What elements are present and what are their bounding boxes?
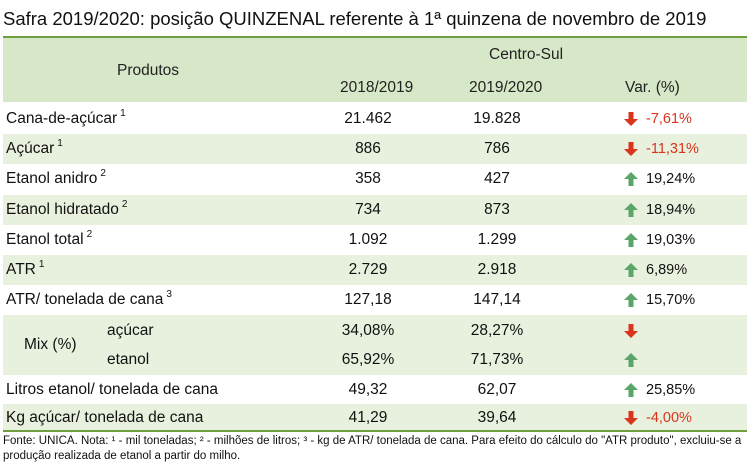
header-region: Centro-Sul <box>489 46 564 63</box>
row-label-text: Etanol total <box>6 230 84 248</box>
row-footnote-marker: 1 <box>57 138 63 150</box>
arrow-up-icon <box>623 262 639 278</box>
row-label: ATR/ tonelada de cana 3 <box>6 289 172 309</box>
table-row: ATR 1 2.729 2.918 6,89% <box>3 255 747 286</box>
value-2019-2020: 147,14 <box>473 291 521 309</box>
value-2018-2019: 886 <box>355 140 381 158</box>
table-row: Kg açúcar/ tonelada de cana 41,29 39,64 -4,… <box>3 403 747 433</box>
arrow-down-icon <box>623 323 639 339</box>
value-2019-2020: 1.299 <box>477 230 517 248</box>
table-row: Litros etanol/ tonelada de cana 49,32 62,0… <box>3 375 747 404</box>
row-label-text: Kg açúcar/ tonelada de cana <box>6 409 204 427</box>
row-label-text: Cana-de-açúcar <box>6 110 118 128</box>
row-label: Litros etanol/ tonelada de cana <box>6 381 218 399</box>
report-title: Safra 2019/2020: posição QUINZENAL refer… <box>3 8 707 29</box>
row-footnote-marker: 1 <box>38 259 45 271</box>
arrow-up-icon <box>623 171 639 187</box>
table-row: ATR/ tonelada de cana 3 127,18 147,14 15,70% <box>3 285 747 316</box>
mix-row: Mix (%) açúcar 34,08% 28,27% etanol 65,92% 71,… <box>3 315 747 376</box>
variation-value: 6,89% <box>646 262 688 279</box>
variation-value: -11,31% <box>646 141 699 158</box>
mix-sub-label-acucar: açúcar <box>107 322 154 340</box>
mix-sub-label-etanol: etanol <box>107 351 150 369</box>
value-2019-2020: 39,64 <box>477 409 517 427</box>
header-col-2018-2019: 2018/2019 <box>340 79 414 96</box>
footnote: Fonte: UNICA. Nota: ¹ - mil toneladas; ²… <box>3 435 742 462</box>
mix-acucar-2019-2020: 28,27% <box>470 322 524 340</box>
table-row: Etanol total 2 1.092 1.299 19,03% <box>3 224 747 255</box>
row-footnote-marker: 2 <box>86 228 93 240</box>
mix-label: Mix (%) <box>24 336 77 354</box>
arrow-up-icon <box>623 292 639 308</box>
value-2019-2020: 786 <box>484 140 510 158</box>
table-row: Cana-de-açúcar 1 21.462 19.828 -7,61% <box>3 104 747 135</box>
row-label-text: Etanol anidro <box>6 170 98 188</box>
row-label-text: ATR <box>6 261 36 279</box>
row-footnote-marker: 1 <box>120 108 126 120</box>
row-label: Cana-de-açúcar 1 <box>6 108 126 128</box>
value-2019-2020: 427 <box>484 170 510 188</box>
row-label: ATR 1 <box>6 259 45 279</box>
variation-value: 25,85% <box>646 381 696 398</box>
value-2019-2020: 873 <box>484 200 510 218</box>
mix-acucar-2018-2019: 34,08% <box>341 322 395 340</box>
variation-value: -7,61% <box>646 111 692 128</box>
row-label-text: ATR/ tonelada de cana <box>6 291 164 309</box>
arrow-down-icon <box>623 141 639 157</box>
value-2018-2019: 41,29 <box>348 409 388 427</box>
arrow-up-icon <box>623 352 639 368</box>
row-label: Açúcar 1 <box>6 138 63 158</box>
variation-value: -4,00% <box>646 410 692 427</box>
row-label: Etanol anidro 2 <box>6 168 106 188</box>
row-divider <box>3 432 747 435</box>
row-label-text: Litros etanol/ tonelada de cana <box>6 380 218 398</box>
arrow-down-icon <box>623 111 639 127</box>
row-label: Etanol total 2 <box>6 228 93 249</box>
value-2018-2019: 2.729 <box>348 261 388 279</box>
value-2019-2020: 19.828 <box>473 110 521 128</box>
mix-etanol-2019-2020: 71,73% <box>470 351 524 369</box>
row-label-text: Etanol hidratado <box>6 200 119 218</box>
top-rule <box>3 36 747 38</box>
row-label: Etanol hidratado 2 <box>6 198 128 219</box>
row-footnote-marker: 2 <box>121 198 128 210</box>
arrow-down-icon <box>623 410 639 426</box>
value-2018-2019: 21.462 <box>344 110 392 128</box>
value-2018-2019: 1.092 <box>348 230 388 248</box>
variation-value: 19,03% <box>646 231 696 248</box>
value-2019-2020: 2.918 <box>477 261 517 279</box>
table-header <box>3 38 747 102</box>
table-row: Açúcar 1 886 786 -11,31% <box>3 134 747 165</box>
row-footnote-marker: 3 <box>166 289 172 301</box>
value-2018-2019: 49,32 <box>348 380 388 398</box>
value-2018-2019: 127,18 <box>344 291 392 309</box>
row-label: Kg açúcar/ tonelada de cana <box>6 409 203 427</box>
value-2019-2020: 62,07 <box>477 380 517 398</box>
header-variation: Var. (%) <box>625 79 680 96</box>
arrow-up-icon <box>623 382 639 398</box>
value-2018-2019: 358 <box>355 170 381 188</box>
variation-value: 18,94% <box>646 201 696 218</box>
value-2018-2019: 734 <box>355 200 381 218</box>
row-footnote-marker: 2 <box>100 168 106 180</box>
variation-value: 15,70% <box>646 292 696 309</box>
table-row: Etanol anidro 2 358 427 19,24% <box>3 164 747 195</box>
mix-etanol-2018-2019: 65,92% <box>341 351 395 369</box>
arrow-up-icon <box>623 202 639 218</box>
row-label-text: Açúcar <box>6 140 55 158</box>
arrow-up-icon <box>623 232 639 248</box>
bottom-rule <box>3 430 747 432</box>
table-row: Etanol hidratado 2 734 873 18,94% <box>3 194 747 225</box>
header-col-2019-2020: 2019/2020 <box>469 79 543 96</box>
header-separator <box>3 102 747 104</box>
header-produtos: Produtos <box>117 62 180 79</box>
variation-value: 19,24% <box>646 171 696 188</box>
